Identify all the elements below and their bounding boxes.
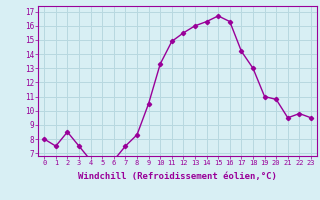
X-axis label: Windchill (Refroidissement éolien,°C): Windchill (Refroidissement éolien,°C) [78,172,277,181]
